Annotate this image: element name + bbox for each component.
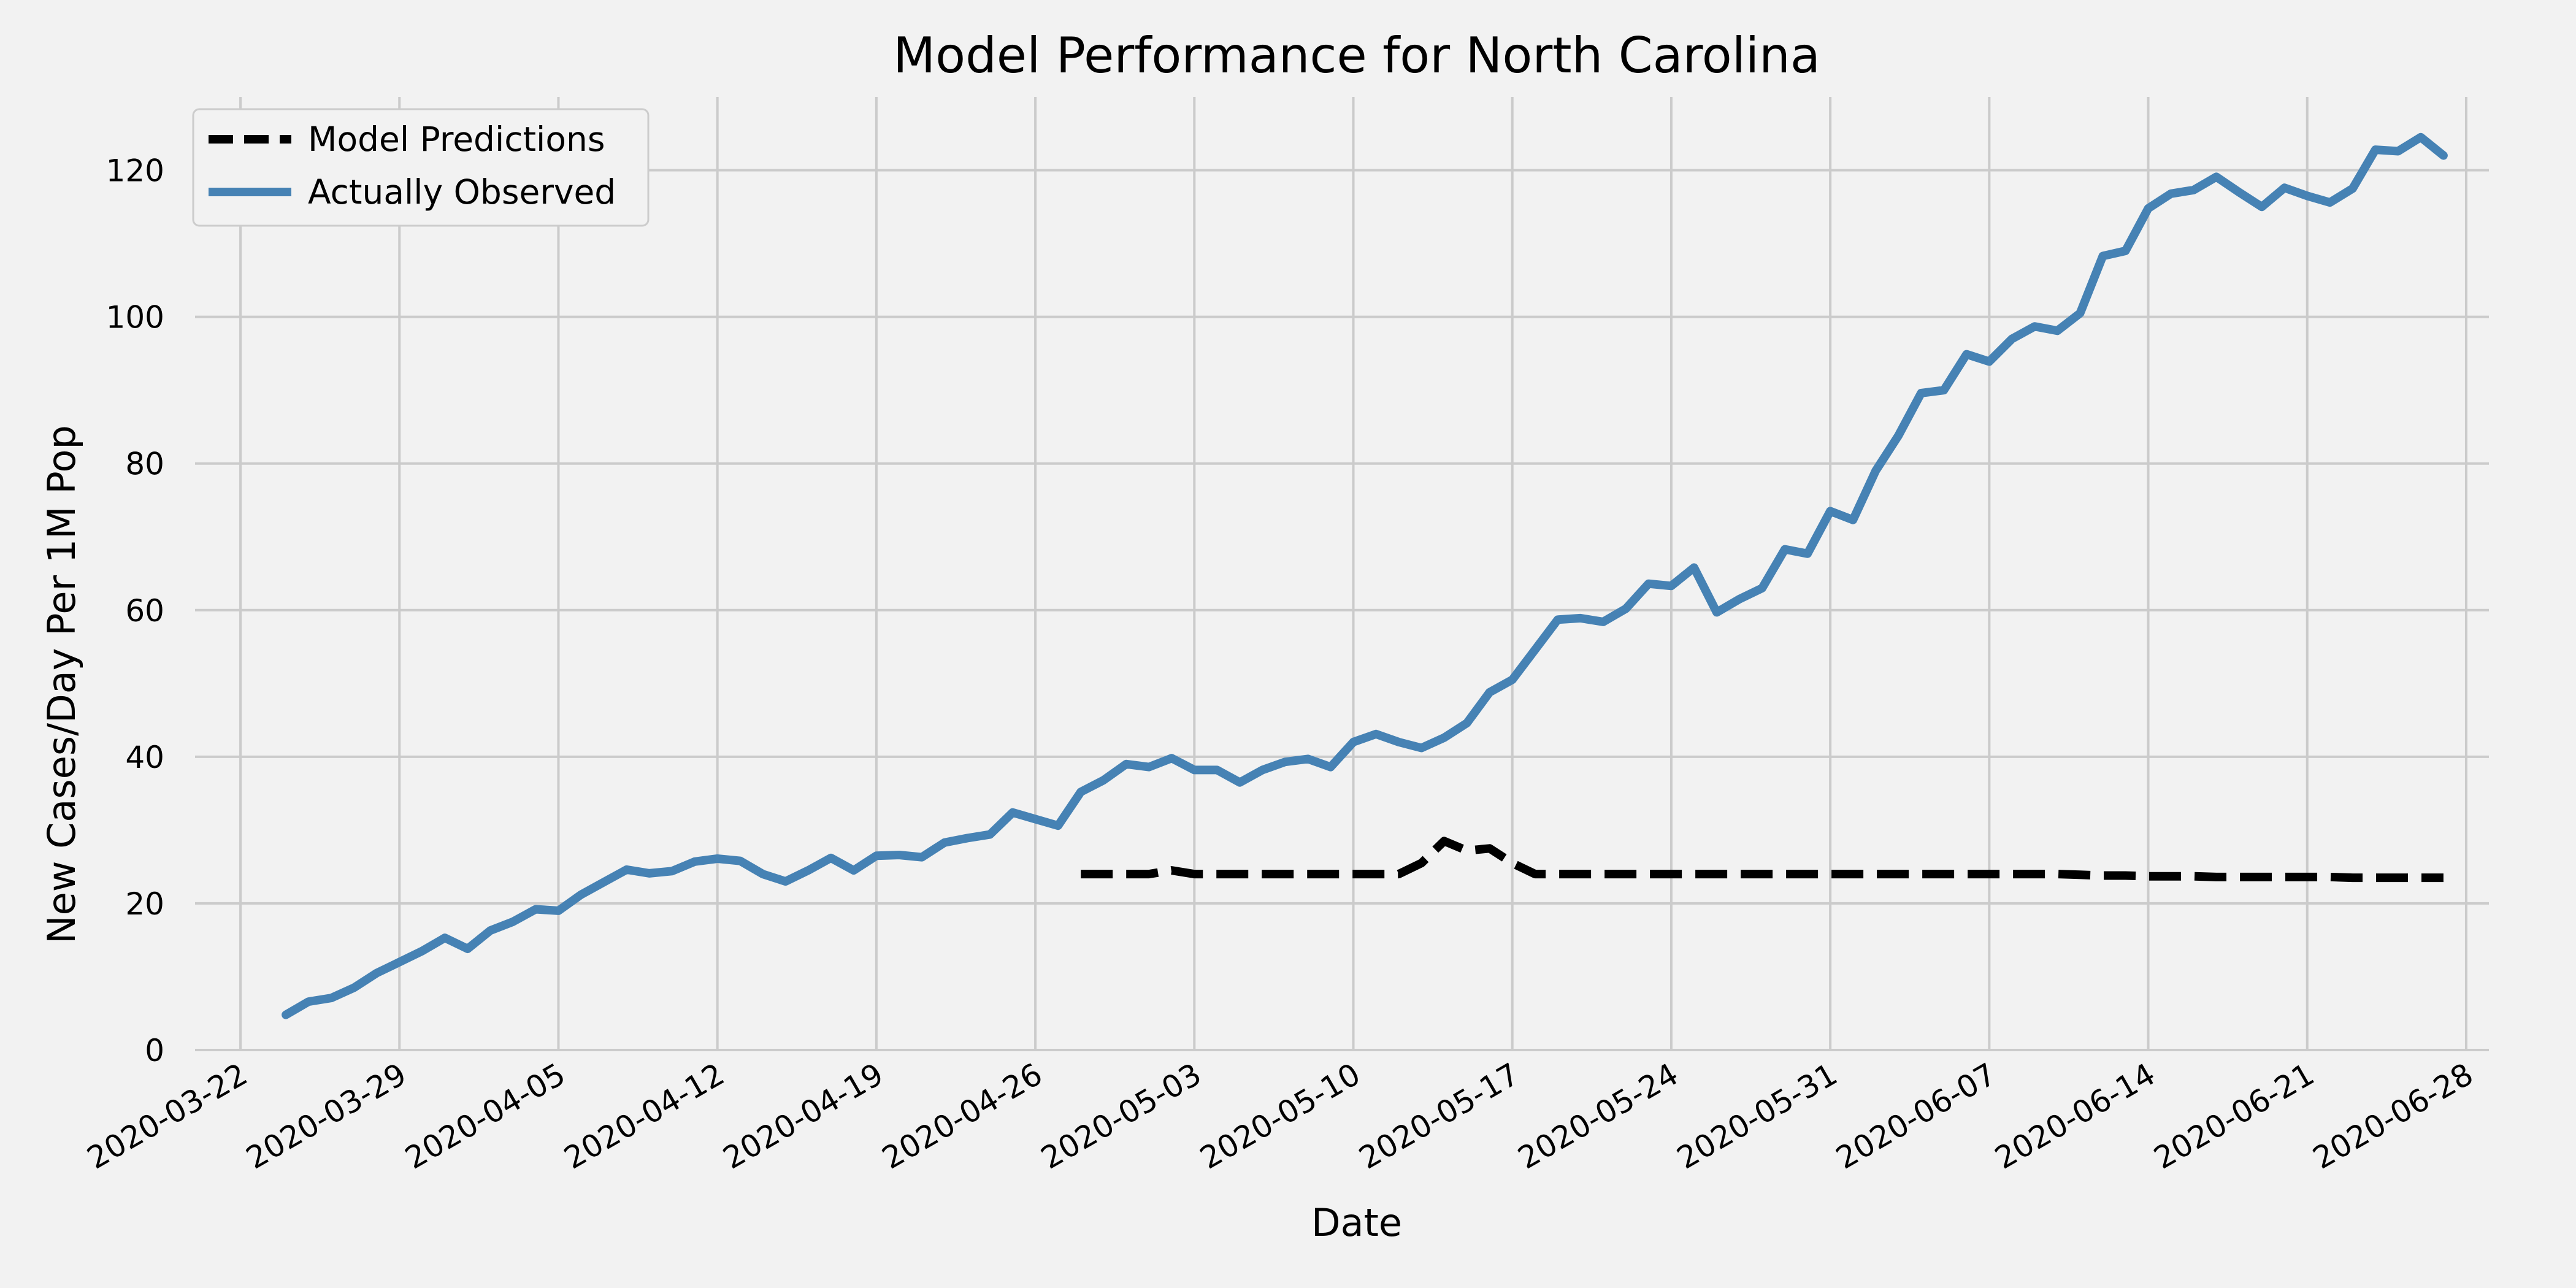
x-axis-label: Date (1311, 1200, 1402, 1245)
y-tick-labels: 0 20 40 60 80 100 120 (106, 153, 164, 1068)
series-layer (282, 132, 2448, 1019)
legend-label-model-predictions: Model Predictions (308, 120, 605, 159)
legend-box (192, 108, 650, 227)
legend-label-actually-observed: Actually Observed (308, 172, 616, 212)
y-tick-label-0: 0 (145, 1033, 164, 1068)
y-tick-label-100: 100 (106, 300, 164, 335)
y-tick-label-40: 40 (125, 740, 164, 775)
y-tick-label-120: 120 (106, 153, 164, 189)
legend: Model Predictions Actually Observed (192, 108, 650, 227)
y-axis-label: New Cases/Day Per 1M Pop (39, 425, 84, 944)
y-tick-label-80: 80 (125, 447, 164, 482)
chart-title: Model Performance for North Carolina (893, 27, 1820, 84)
y-tick-label-20: 20 (125, 886, 164, 922)
series-line-model-predictions (1081, 837, 2444, 883)
series-line-actually-observed (282, 132, 2448, 1019)
y-tick-label-60: 60 (125, 593, 164, 629)
